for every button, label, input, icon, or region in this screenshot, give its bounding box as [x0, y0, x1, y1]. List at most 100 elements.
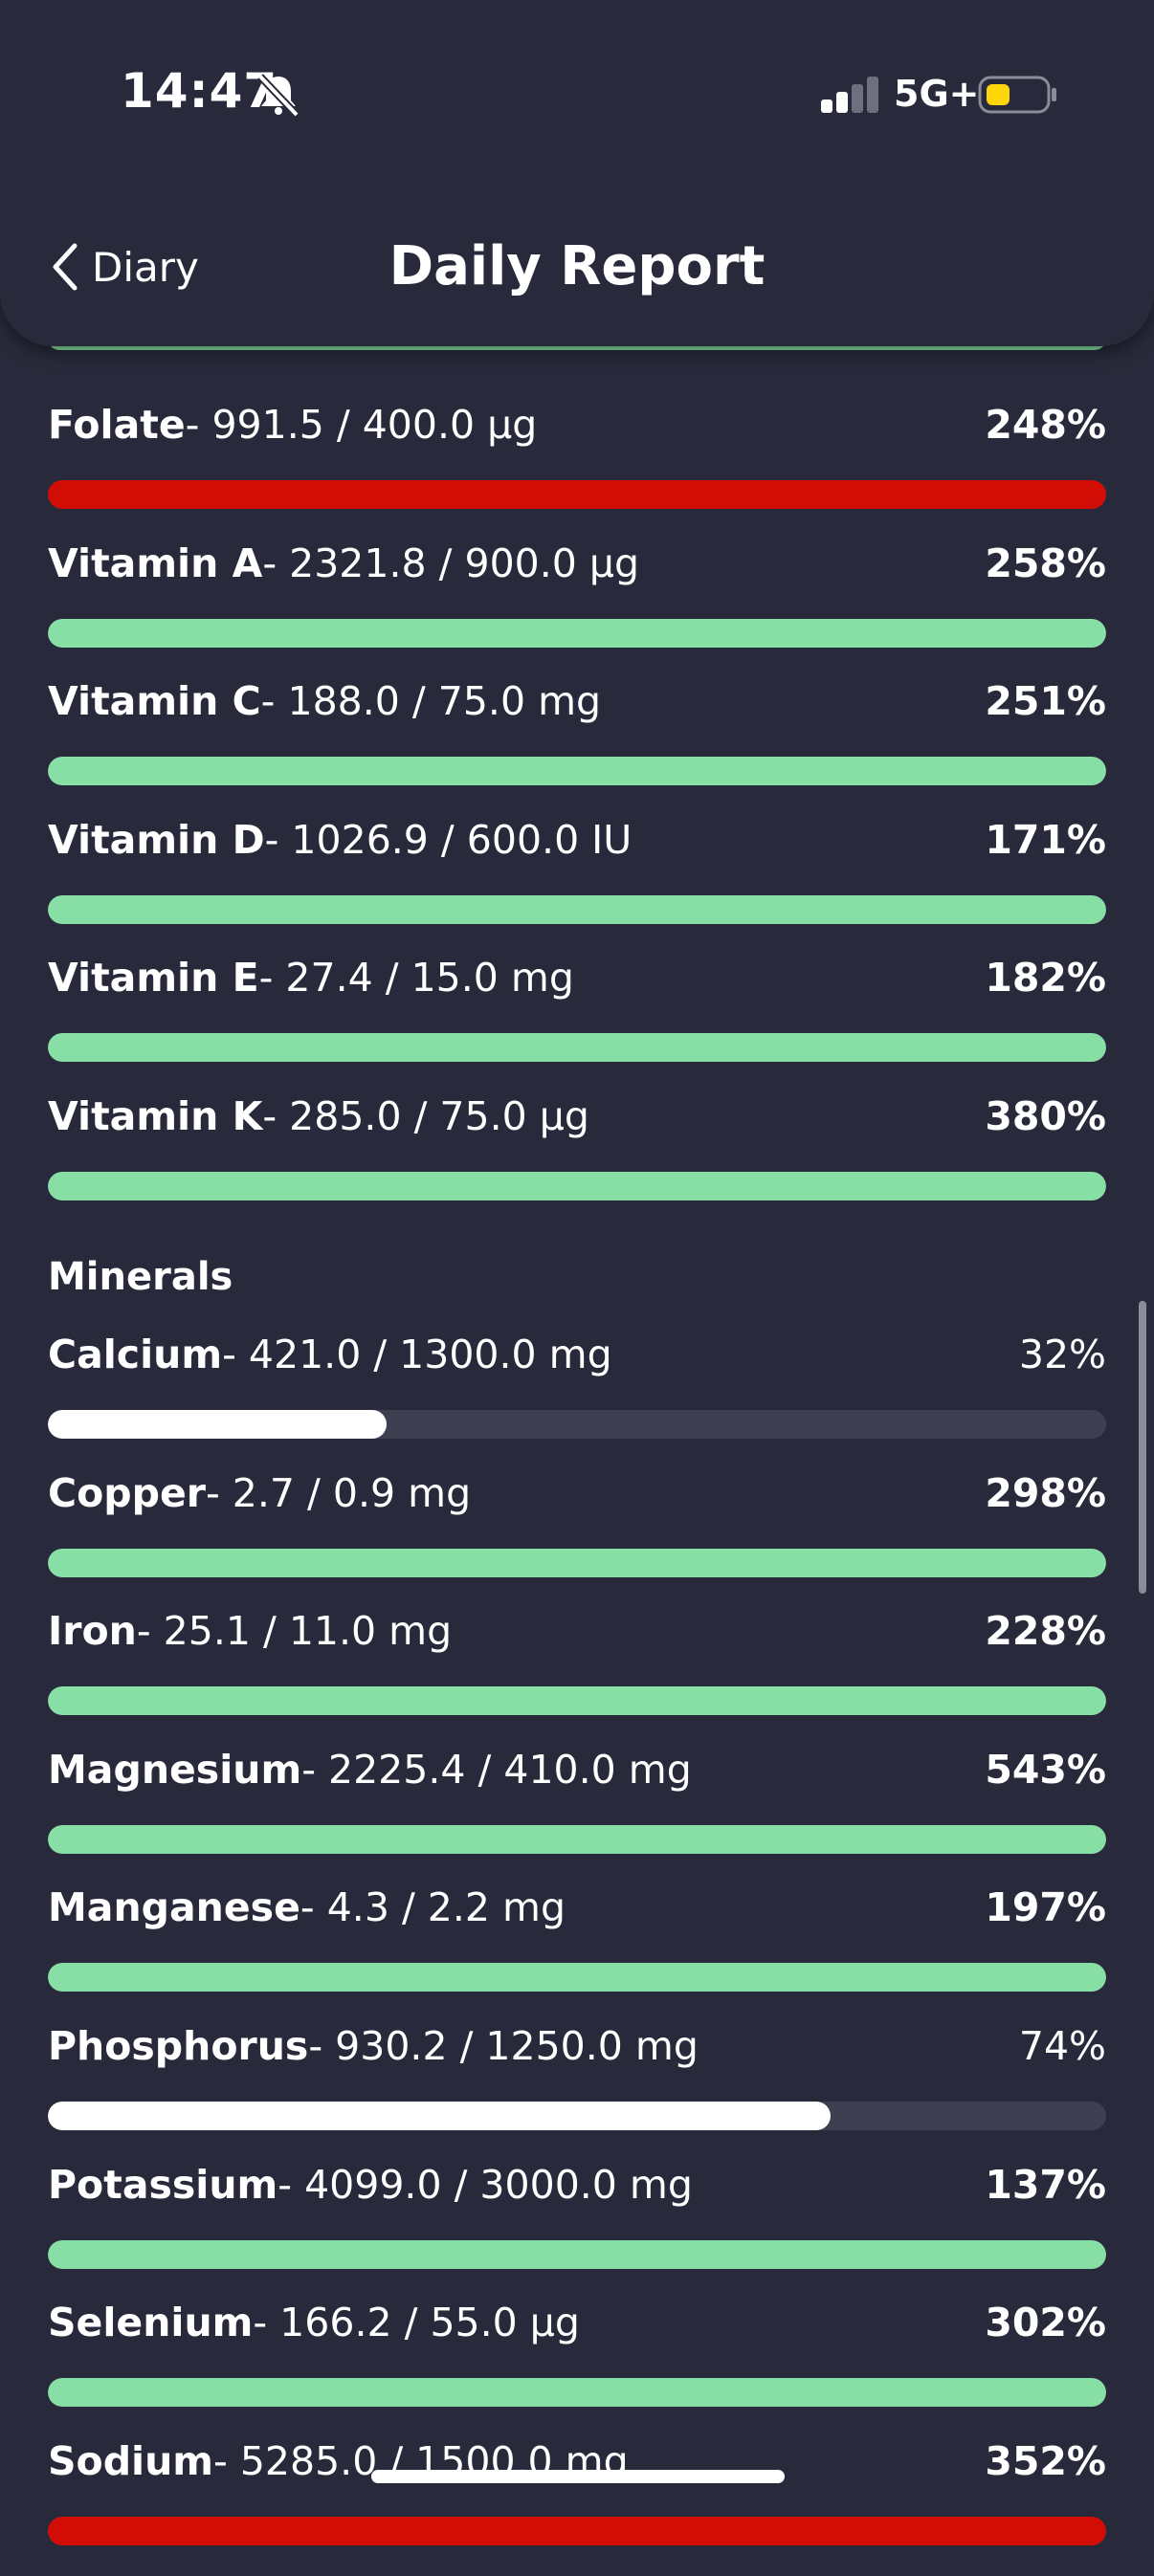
nutrient-amount: - 2225.4 / 410.0 mg	[301, 1746, 692, 1793]
nutrient-row: Vitamin K- 285.0 / 75.0 µg 380%	[0, 1093, 1154, 1231]
nutrient-label-line: Magnesium- 2225.4 / 410.0 mg 543%	[48, 1747, 1106, 1804]
nutrient-amount: - 421.0 / 1300.0 mg	[222, 1332, 612, 1377]
nutrient-name: Vitamin K	[48, 1093, 263, 1139]
progress-bar	[48, 1410, 1106, 1439]
progress-bar	[48, 1172, 1106, 1200]
clock-time: 14:47	[121, 63, 278, 119]
nutrient-percent: 251%	[985, 678, 1106, 725]
nutrient-name: Vitamin D	[48, 816, 265, 863]
progress-fill	[48, 480, 1106, 509]
progress-fill	[48, 1686, 1106, 1716]
nutrient-percent: 248%	[985, 402, 1106, 448]
nutrient-row: Phosphorus- 930.2 / 1250.0 mg 74%	[0, 2023, 1154, 2161]
nutrient-row: Manganese- 4.3 / 2.2 mg 197%	[0, 1884, 1154, 2022]
progress-bar	[48, 618, 1106, 648]
back-button[interactable]: Diary	[46, 233, 199, 300]
progress-bar	[48, 1963, 1106, 1993]
minerals-heading: Minerals	[48, 1255, 233, 1299]
nutrient-row: Sodium- 5285.0 / 1500.0 mg 352%	[0, 2438, 1154, 2576]
nutrient-percent: 258%	[985, 539, 1106, 586]
progress-fill	[48, 894, 1106, 924]
nutrient-label-line: Folate- 991.5 / 400.0 µg 248%	[48, 402, 1106, 459]
nutrient-amount: - 188.0 / 75.0 mg	[260, 678, 602, 725]
nutrient-percent: 298%	[985, 1469, 1106, 1516]
progress-bar	[48, 2516, 1106, 2545]
progress-bar	[48, 1686, 1106, 1716]
home-indicator[interactable]	[371, 2470, 785, 2483]
nutrient-label-line: Potassium- 4099.0 / 3000.0 mg 137%	[48, 2162, 1106, 2219]
progress-bar	[48, 2239, 1106, 2269]
nutrient-label-line: Vitamin D- 1026.9 / 600.0 IU 171%	[48, 817, 1106, 874]
nutrient-percent: 182%	[985, 955, 1106, 1002]
nutrient-label-line: Copper- 2.7 / 0.9 mg 298%	[48, 1470, 1106, 1528]
nutrient-name: Magnesium	[48, 1746, 302, 1793]
nutrient-name: Iron	[48, 1608, 137, 1655]
battery-icon	[978, 76, 1056, 114]
nutrient-percent: 32%	[1018, 1332, 1106, 1377]
nutrient-row: Vitamin C- 188.0 / 75.0 mg 251%	[0, 678, 1154, 816]
nutrient-row: Iron- 25.1 / 11.0 mg 228%	[0, 1608, 1154, 1746]
page-title: Daily Report	[388, 235, 766, 297]
nutrient-amount: - 1026.9 / 600.0 IU	[264, 816, 632, 863]
progress-fill	[48, 1033, 1106, 1063]
nutrient-name: Sodium	[48, 2437, 214, 2484]
nutrient-label-line: Vitamin K- 285.0 / 75.0 µg 380%	[48, 1093, 1106, 1151]
back-label: Diary	[92, 243, 199, 291]
nutrient-label-line: Vitamin E- 27.4 / 15.0 mg 182%	[48, 955, 1106, 1012]
nutrient-label-line: Sodium- 5285.0 / 1500.0 mg 352%	[48, 2438, 1106, 2496]
progress-bar	[48, 480, 1106, 509]
nutrient-percent: 197%	[985, 1884, 1106, 1931]
nutrient-name: Phosphorus	[48, 2023, 309, 2069]
network-type: 5G+	[894, 73, 980, 115]
nutrient-name: Potassium	[48, 2161, 278, 2208]
progress-fill	[48, 2239, 1106, 2269]
nutrient-amount: - 2321.8 / 900.0 µg	[262, 539, 639, 586]
nutrient-row: Vitamin E- 27.4 / 15.0 mg 182%	[0, 955, 1154, 1092]
nutrient-amount: - 166.2 / 55.0 µg	[253, 2300, 580, 2346]
progress-fill	[48, 1410, 387, 1439]
nutrient-name: Manganese	[48, 1884, 300, 1931]
nutrient-name: Vitamin E	[48, 955, 259, 1002]
nutrient-row: Magnesium- 2225.4 / 410.0 mg 543%	[0, 1747, 1154, 1884]
nutrient-amount: - 4099.0 / 3000.0 mg	[277, 2161, 693, 2208]
nutrient-name: Selenium	[48, 2300, 254, 2346]
nutrient-row: Potassium- 4099.0 / 3000.0 mg 137%	[0, 2162, 1154, 2300]
bell-muted-icon	[257, 74, 300, 118]
nutrient-amount: - 285.0 / 75.0 µg	[262, 1093, 589, 1139]
status-bar: 14:47 5G+	[0, 0, 1154, 182]
nutrient-label-line: Manganese- 4.3 / 2.2 mg 197%	[48, 1884, 1106, 1942]
nutrient-row: Copper- 2.7 / 0.9 mg 298%	[0, 1470, 1154, 1608]
nutrient-name: Vitamin C	[48, 678, 261, 725]
nutrient-percent: 302%	[985, 2300, 1106, 2346]
nutrient-label-line: Selenium- 166.2 / 55.0 µg 302%	[48, 2300, 1106, 2357]
nutrient-amount: - 4.3 / 2.2 mg	[300, 1884, 566, 1931]
nav-bar: Diary Daily Report	[0, 220, 1154, 316]
signal-icon	[821, 77, 878, 113]
progress-fill	[48, 618, 1106, 648]
progress-fill	[48, 1963, 1106, 1993]
progress-fill	[48, 1824, 1106, 1854]
progress-fill	[48, 757, 1106, 786]
nutrient-name: Calcium	[48, 1332, 223, 1377]
progress-bar	[48, 2102, 1106, 2130]
progress-bar	[48, 757, 1106, 786]
nutrient-label-line: Calcium- 421.0 / 1300.0 mg 32%	[48, 1332, 1106, 1389]
progress-fill	[48, 1548, 1106, 1577]
nutrient-percent: 543%	[985, 1746, 1106, 1793]
scrollbar[interactable]	[1139, 1301, 1146, 1594]
progress-fill	[48, 2516, 1106, 2545]
nutrient-amount: - 25.1 / 11.0 mg	[136, 1608, 453, 1655]
nutrient-label-line: Vitamin C- 188.0 / 75.0 mg 251%	[48, 678, 1106, 736]
progress-fill	[48, 2102, 832, 2130]
nutrient-row: Folate- 991.5 / 400.0 µg 248%	[0, 402, 1154, 539]
progress-fill	[48, 2378, 1106, 2408]
progress-bar	[48, 1033, 1106, 1063]
chevron-left-icon	[53, 243, 78, 291]
nutrient-percent: 74%	[1018, 2023, 1106, 2069]
progress-bar	[48, 1824, 1106, 1854]
nutrient-amount: - 27.4 / 15.0 mg	[258, 955, 574, 1002]
progress-bar	[48, 2378, 1106, 2408]
progress-bar	[48, 1548, 1106, 1577]
nutrient-row: Selenium- 166.2 / 55.0 µg 302%	[0, 2300, 1154, 2437]
